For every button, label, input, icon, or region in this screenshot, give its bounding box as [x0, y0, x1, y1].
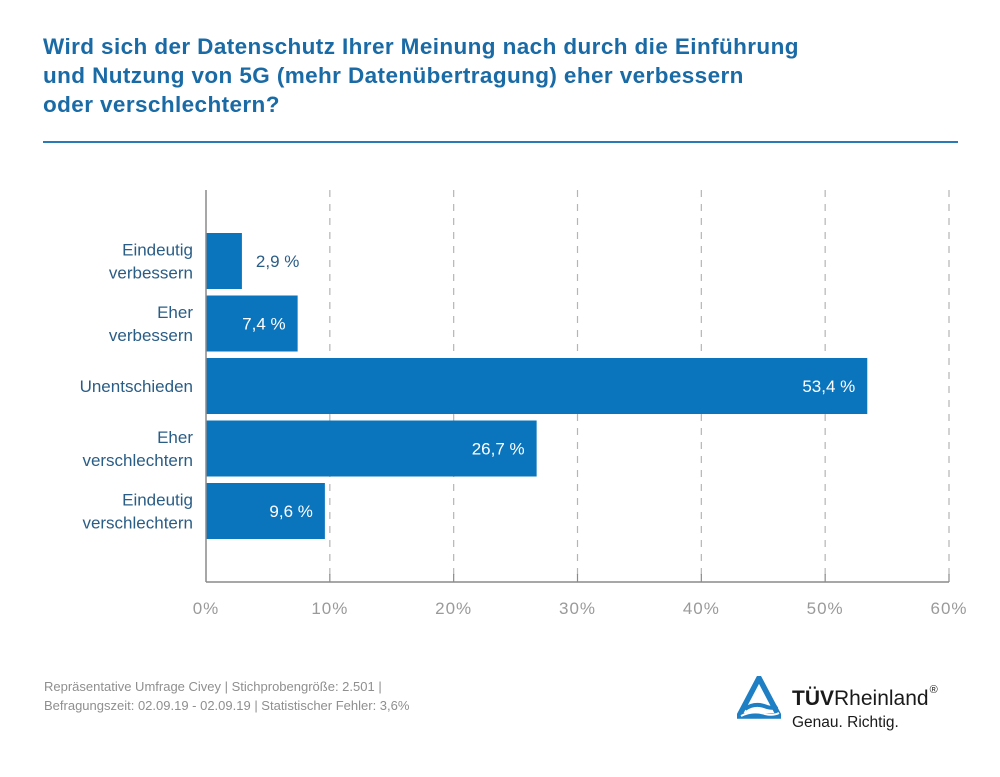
category-label: verbessern	[109, 264, 193, 283]
category-label: verschlechtern	[82, 514, 193, 533]
category-label: verschlechtern	[82, 451, 193, 470]
title-line: Wird sich der Datenschutz Ihrer Meinung …	[43, 34, 799, 59]
tuv-triangle-logo-icon	[737, 676, 781, 719]
bar-value-label: 7,4 %	[242, 315, 285, 334]
bar-value-label: 53,4 %	[802, 377, 855, 396]
category-label: verbessern	[109, 326, 193, 345]
bar-value-label: 2,9 %	[256, 252, 299, 271]
category-label: Eindeutig	[122, 241, 193, 260]
bar	[206, 358, 868, 414]
x-tick-label: 30%	[559, 599, 596, 618]
tuv-rheinland-logo: TÜVRheinland® Genau. Richtig.	[737, 674, 977, 734]
logo-wordmark: TÜVRheinland®	[792, 684, 938, 711]
x-tick-label: 20%	[435, 599, 472, 618]
source-note: Repräsentative Umfrage Civey | Stichprob…	[44, 677, 409, 715]
bar	[206, 420, 537, 477]
title-line: und Nutzung von 5G (mehr Datenübertragun…	[43, 63, 744, 88]
logo-brand-regular: Rheinland	[834, 687, 929, 710]
x-tick-label: 60%	[930, 599, 967, 618]
bar-value-label: 26,7 %	[472, 440, 525, 459]
category-label: Eher	[157, 428, 193, 447]
bar	[206, 295, 298, 352]
source-line-1: Repräsentative Umfrage Civey | Stichprob…	[44, 679, 382, 694]
logo-brand-bold: TÜV	[792, 687, 834, 710]
x-tick-label: 40%	[683, 599, 720, 618]
logo-claim: Genau. Richtig.	[792, 714, 899, 731]
category-label: Eher	[157, 303, 193, 322]
x-tick-label: 0%	[193, 599, 220, 618]
bar	[206, 483, 325, 539]
x-tick-label: 50%	[807, 599, 844, 618]
chart-title: Wird sich der Datenschutz Ihrer Meinung …	[43, 32, 943, 119]
title-divider	[43, 141, 958, 143]
source-line-2: Befragungszeit: 02.09.19 - 02.09.19 | St…	[44, 698, 410, 713]
title-line: oder verschlechtern?	[43, 92, 280, 117]
axes	[205, 190, 950, 583]
category-label: Unentschieden	[80, 377, 193, 396]
bar	[206, 233, 242, 289]
x-tick-label: 10%	[311, 599, 348, 618]
labels: 0% 10% 20% 30% 40% 50% 60% 2,9 % Eindeutig verbes…	[80, 241, 967, 619]
bars	[206, 233, 868, 539]
bar-value-label: 9,6 %	[269, 502, 312, 521]
category-label: Eindeutig	[122, 491, 193, 510]
bar-chart: 0% 10% 20% 30% 40% 50% 60% 2,9 % Eindeutig verbes…	[80, 190, 967, 619]
registered-mark: ®	[929, 684, 938, 696]
